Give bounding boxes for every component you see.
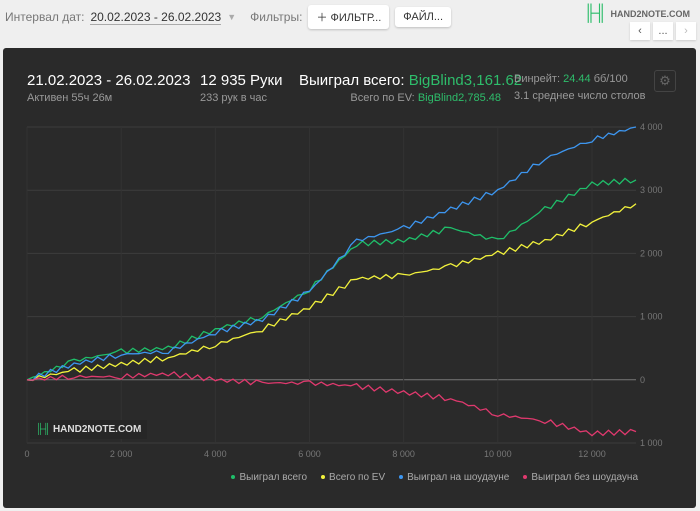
date-label: Интервал дат: <box>5 10 85 24</box>
y-tick-label: 1 000 <box>640 312 663 322</box>
active-time: Активен 55ч 26м <box>27 92 113 104</box>
y-tick-label: 0 <box>640 375 645 385</box>
legend-label: Выиграл на шоудауне <box>407 472 510 483</box>
graph-panel: 21.02.2023 - 26.02.2023 Активен 55ч 26м … <box>3 48 696 508</box>
chart-watermark: ╟╢ HAND2NOTE.COM <box>30 420 148 439</box>
more-button[interactable]: ... <box>653 22 673 40</box>
legend: Выиграл всего Всего по EV Выиграл на шоуда… <box>231 472 638 483</box>
series-line <box>26 177 637 381</box>
y-tick-label: 3 000 <box>640 185 663 195</box>
won-value: BigBlind3,161.62 <box>408 72 523 89</box>
logo-icon: ╟╢ <box>583 5 607 22</box>
filter-button[interactable]: ＋ ФИЛЬТР... <box>308 5 390 29</box>
winrate-value: 24.44 <box>563 73 591 85</box>
series-line <box>26 203 637 382</box>
y-tick-label: 1 000 <box>640 438 663 448</box>
hands-count: 12 935 Руки <box>200 72 283 89</box>
legend-item[interactable]: Выиграл всего <box>231 472 307 483</box>
legend-item[interactable]: Выиграл без шоудауна <box>523 472 638 483</box>
toolbar: Интервал дат: 20.02.2023 - 26.02.2023 ▼ … <box>5 5 452 29</box>
legend-dot <box>321 475 326 480</box>
settings-icon[interactable]: ⚙ <box>654 70 676 92</box>
filters-label: Фильтры: <box>250 10 303 24</box>
legend-item[interactable]: Всего по EV <box>321 472 385 483</box>
winrate-unit: бб/100 <box>593 73 628 85</box>
x-tick-label: 2 000 <box>110 449 133 459</box>
legend-dot <box>523 475 528 480</box>
next-button[interactable]: › <box>676 22 696 40</box>
hands-per-hour: 233 рук в час <box>200 92 268 104</box>
x-tick-label: 4 000 <box>204 449 227 459</box>
legend-label: Выиграл без шоудауна <box>531 472 638 483</box>
ev-value: BigBlind2,785.48 <box>417 92 501 104</box>
nav-buttons: ‹ ... › <box>630 22 696 40</box>
x-tick-label: 0 <box>24 449 29 459</box>
watermark-logo-icon: ╟╢ <box>36 424 53 435</box>
won-label: Выиграл всего: <box>299 72 405 89</box>
period: 21.02.2023 - 26.02.2023 <box>27 72 191 89</box>
y-tick-label: 2 000 <box>640 248 663 258</box>
legend-label: Всего по EV <box>329 472 386 483</box>
watermark-text: HAND2NOTE.COM <box>52 424 142 435</box>
date-range-select[interactable]: 20.02.2023 - 26.02.2023 <box>90 9 222 25</box>
file-button[interactable]: ФАЙЛ... <box>395 7 452 27</box>
logo-text: HAND2NOTE.COM <box>610 9 690 19</box>
x-tick-label: 12 000 <box>578 449 606 459</box>
filter-button-label: ФИЛЬТР... <box>330 12 382 24</box>
legend-dot <box>231 475 236 480</box>
x-tick-label: 6 000 <box>298 449 321 459</box>
winrate-label: Винрейт: <box>514 73 561 85</box>
series-line <box>26 126 637 381</box>
avg-tables: 3.1 среднее число столов <box>514 90 646 102</box>
legend-dot <box>399 475 404 480</box>
x-tick-label: 8 000 <box>392 449 415 459</box>
legend-item[interactable]: Выиграл на шоудауне <box>399 472 509 483</box>
plus-icon: ＋ <box>316 12 331 24</box>
logo: ╟╢ HAND2NOTE.COM <box>584 5 690 23</box>
chevron-down-icon[interactable]: ▼ <box>227 12 237 22</box>
prev-button[interactable]: ‹ <box>630 22 650 40</box>
legend-label: Выиграл всего <box>239 472 308 483</box>
series-line <box>26 371 637 437</box>
ev-label: Всего по EV: <box>350 92 415 104</box>
y-tick-label: 4 000 <box>640 122 663 132</box>
winnings-chart: 4 000 3 000 2 000 1 000 0 1 000 0 2 000 4 000 6 0… <box>24 122 663 459</box>
x-tick-label: 10 000 <box>484 449 512 459</box>
